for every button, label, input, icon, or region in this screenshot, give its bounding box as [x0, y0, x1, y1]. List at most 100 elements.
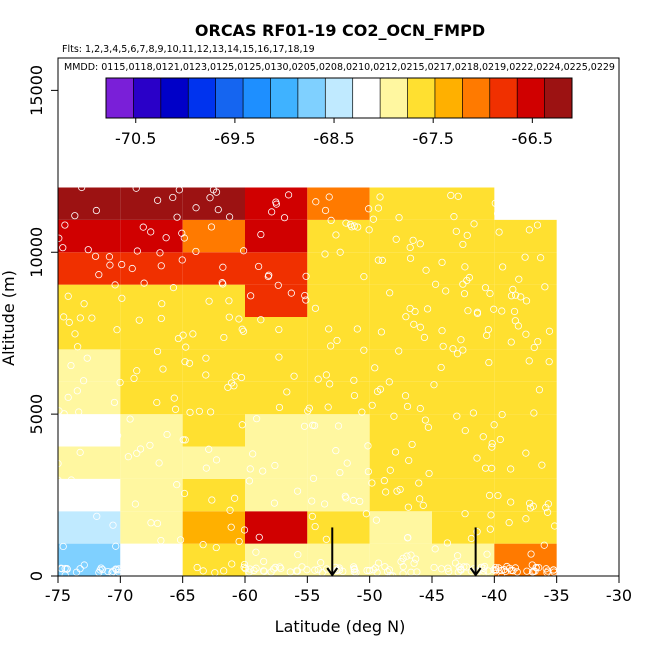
sample-point — [280, 214, 289, 222]
sample-point — [485, 358, 493, 367]
sample-point — [169, 562, 177, 571]
heatmap-cell — [369, 511, 432, 544]
sample-point — [155, 459, 163, 467]
sample-point — [483, 550, 491, 558]
heatmap-cell — [369, 381, 432, 415]
sample-point — [525, 357, 533, 365]
sample-point — [76, 448, 84, 456]
sample-point — [420, 333, 429, 342]
sample-point — [275, 403, 284, 412]
sample-point — [408, 440, 416, 449]
sample-point — [186, 408, 194, 416]
heatmap-cells — [58, 187, 557, 576]
heatmap-cell — [369, 349, 432, 382]
sample-point — [406, 243, 414, 252]
sample-point — [551, 522, 559, 530]
sample-point — [354, 223, 362, 231]
sample-point — [257, 316, 265, 324]
sample-point — [390, 412, 398, 420]
sample-point — [368, 479, 376, 487]
heatmap-cell — [307, 317, 370, 350]
sample-point — [202, 354, 210, 362]
sample-point — [275, 325, 283, 334]
heatmap-cell — [494, 349, 557, 382]
sample-point — [358, 408, 366, 416]
sample-point — [542, 503, 550, 512]
heatmap-cell — [58, 478, 121, 512]
sample-point — [245, 477, 253, 485]
sample-point — [302, 272, 310, 280]
heatmap-cell — [58, 381, 121, 415]
heatmap-cell — [245, 219, 308, 253]
sample-point — [67, 476, 75, 484]
sample-point — [406, 304, 414, 313]
sample-point — [374, 559, 383, 567]
sample-point — [481, 464, 490, 472]
sample-point — [157, 262, 165, 270]
x-axis: -75 -70 -65 -60 -55 -50 -45 -40 -35 -30 — [45, 576, 632, 605]
sample-point — [130, 374, 138, 382]
sample-point — [364, 467, 372, 476]
sample-point — [463, 563, 471, 571]
heatmap-cell — [120, 284, 183, 317]
colorbar-segment — [325, 78, 354, 118]
colorbar-segment — [352, 78, 381, 118]
heatmap-cell — [369, 219, 432, 253]
sample-point — [350, 376, 358, 384]
sample-point — [342, 219, 350, 227]
sample-point — [461, 263, 469, 271]
sample-point — [522, 449, 530, 457]
sample-point — [124, 453, 132, 461]
sample-point — [490, 566, 498, 574]
heatmap-cell — [432, 349, 495, 382]
sample-point — [380, 477, 388, 485]
sample-point — [392, 235, 400, 243]
sample-point — [368, 401, 376, 409]
sample-point — [360, 273, 368, 281]
sample-point — [424, 423, 432, 431]
heatmap-cell — [58, 187, 121, 220]
heatmap-cell — [120, 219, 183, 253]
sample-point — [451, 559, 460, 567]
sample-point — [309, 474, 318, 483]
sample-point — [255, 262, 263, 271]
sample-point — [454, 192, 462, 200]
sample-point — [64, 292, 72, 300]
heatmap-cell — [494, 381, 557, 415]
sample-point — [341, 492, 349, 500]
sample-point — [267, 568, 275, 576]
sample-point — [391, 448, 400, 456]
heatmap-cell — [494, 543, 557, 576]
heatmap-cell — [58, 284, 121, 317]
sample-point — [133, 367, 141, 375]
sample-point — [410, 559, 418, 567]
x-tick-label: -75 — [45, 586, 71, 605]
x-tick-label: -65 — [170, 586, 196, 605]
sample-point — [430, 563, 438, 572]
sample-point — [228, 560, 236, 568]
sample-point — [365, 205, 373, 213]
sample-point — [76, 565, 84, 573]
sample-point — [363, 566, 371, 575]
sample-point — [399, 562, 407, 571]
sample-point — [322, 371, 330, 379]
sample-point — [447, 191, 455, 200]
sample-point — [74, 343, 82, 351]
sample-point — [178, 256, 186, 264]
sample-point — [540, 541, 548, 549]
sample-point — [463, 231, 471, 239]
sample-point — [412, 555, 420, 563]
sample-point — [457, 566, 465, 574]
heatmap-cell — [307, 187, 370, 220]
colorbar-segment — [462, 78, 491, 118]
sample-point — [114, 432, 122, 440]
heatmap-cell — [307, 478, 370, 512]
sample-point — [403, 552, 411, 560]
sample-point — [406, 254, 415, 262]
sample-point — [205, 445, 213, 453]
colorbar-segment — [106, 78, 134, 118]
sample-point — [109, 567, 117, 575]
sample-point — [71, 212, 79, 220]
sample-point — [253, 415, 261, 423]
sample-point — [336, 248, 344, 256]
